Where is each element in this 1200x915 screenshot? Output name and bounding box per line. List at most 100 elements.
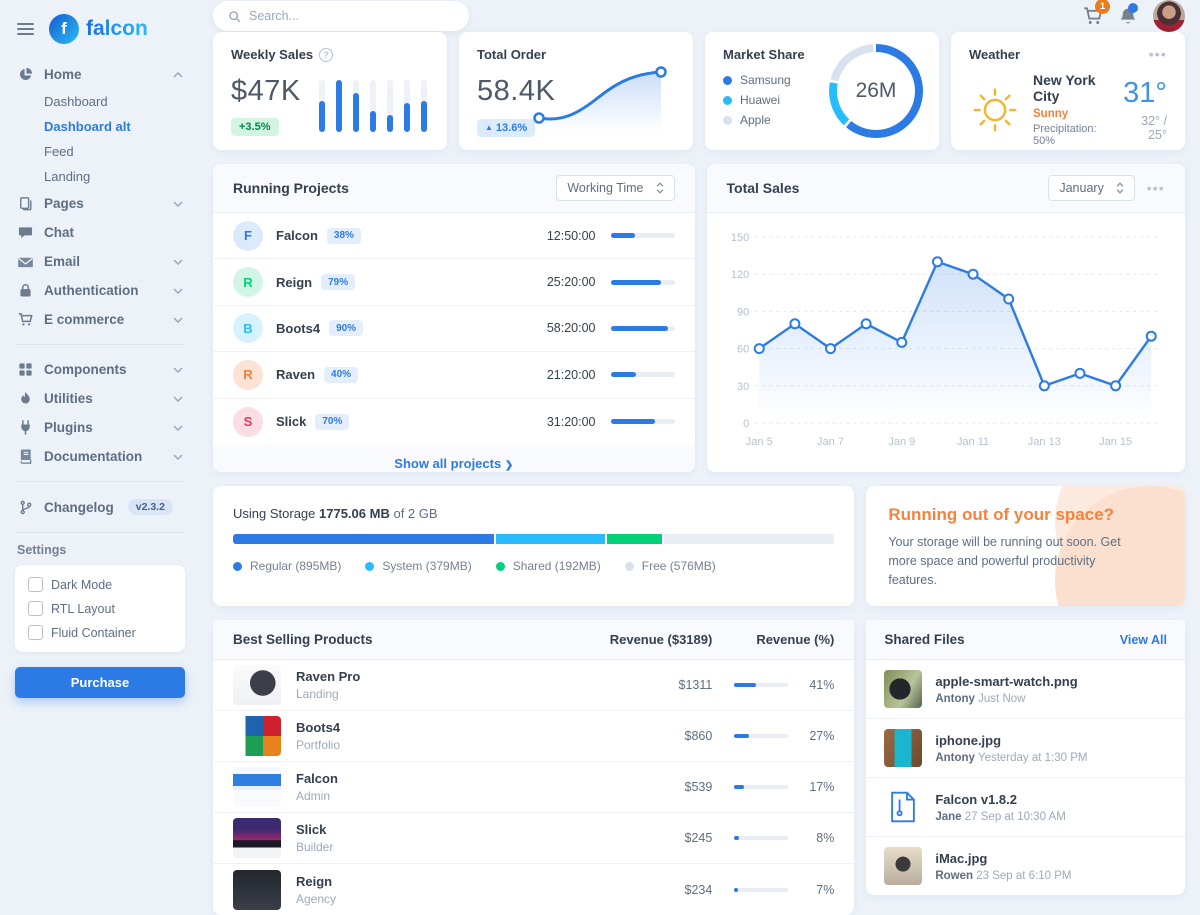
revenue-bar bbox=[734, 836, 789, 840]
sidebar-item-plugins[interactable]: Plugins bbox=[15, 413, 185, 442]
sidebar-item-utilities[interactable]: Utilities bbox=[15, 384, 185, 413]
more-icon[interactable]: ••• bbox=[1148, 47, 1167, 62]
project-rows: F Falcon 38% 12:50:00 R Reign 79% 25:20:… bbox=[213, 213, 695, 445]
mini-bar bbox=[370, 80, 376, 132]
sidebar-item-email[interactable]: Email bbox=[15, 247, 185, 276]
more-icon[interactable]: ••• bbox=[1146, 180, 1165, 196]
product-row: Raven Pro Landing $1311 41% bbox=[213, 660, 855, 711]
project-progress bbox=[610, 325, 675, 331]
purchase-button[interactable]: Purchase bbox=[15, 667, 185, 698]
search-input[interactable] bbox=[249, 9, 454, 23]
sort-arrows-icon bbox=[656, 182, 664, 194]
total-order-badge: ▲ 13.6% bbox=[477, 118, 536, 137]
svg-text:Jan 11: Jan 11 bbox=[956, 436, 988, 448]
svg-text:90: 90 bbox=[737, 306, 749, 318]
sidebar-item-authentication[interactable]: Authentication bbox=[15, 276, 185, 305]
view-all-link[interactable]: View All bbox=[1119, 632, 1167, 647]
file-thumbnail bbox=[884, 670, 923, 708]
lock-icon bbox=[17, 283, 34, 298]
email-icon bbox=[17, 255, 34, 269]
brand-logo[interactable]: f falcon bbox=[49, 14, 148, 44]
book-icon bbox=[17, 449, 34, 464]
storage-bar bbox=[233, 534, 835, 544]
legend-dot bbox=[624, 561, 634, 571]
rtl-layout-checkbox[interactable] bbox=[28, 601, 43, 616]
cart-button[interactable]: 1 bbox=[1083, 0, 1110, 26]
storage-segment bbox=[233, 534, 496, 544]
mini-bar bbox=[319, 80, 325, 132]
fluid-container-checkbox[interactable] bbox=[28, 625, 43, 640]
working-time-select[interactable]: Working Time bbox=[556, 175, 675, 201]
file-row: Falcon v1.8.2 Jane 27 Sep at 10:30 AM bbox=[866, 778, 1185, 837]
product-thumbnail bbox=[233, 767, 281, 807]
chevron-down-icon bbox=[173, 395, 183, 402]
chevron-down-icon bbox=[173, 258, 183, 265]
sidebar-item-home[interactable]: Home bbox=[15, 60, 185, 89]
file-row: iMac.jpg Rowen 23 Sep at 6:10 PM bbox=[866, 837, 1185, 895]
running-projects-card: Running Projects Working Time F Falcon 3… bbox=[213, 164, 695, 472]
dark-mode-checkbox[interactable] bbox=[28, 577, 43, 592]
sidebar-item-feed[interactable]: Feed bbox=[44, 144, 74, 159]
chevron-down-icon bbox=[173, 287, 183, 294]
market-share-legend: Samsung Huawei Apple bbox=[723, 73, 921, 127]
weekly-sales-badge: +3.5% bbox=[231, 118, 279, 136]
project-progress bbox=[610, 233, 675, 239]
caret-up-icon: ▲ bbox=[485, 123, 493, 132]
show-all-projects-link[interactable]: Show all projects ❯ bbox=[213, 444, 695, 472]
svg-text:Jan 9: Jan 9 bbox=[888, 436, 915, 448]
file-icon bbox=[884, 788, 922, 826]
file-thumbnail bbox=[884, 847, 923, 885]
chart-pie-icon bbox=[17, 67, 34, 82]
storage-legend: Regular (895MB) System (379MB) Shared (1… bbox=[233, 559, 834, 573]
sidebar-item-pages[interactable]: Pages bbox=[15, 189, 185, 218]
pages-icon bbox=[17, 196, 34, 211]
month-select[interactable]: January bbox=[1048, 175, 1135, 201]
total-order-sparkline bbox=[533, 66, 667, 132]
storage-segment bbox=[607, 534, 664, 544]
chevron-down-icon bbox=[173, 453, 183, 460]
svg-text:Jan 7: Jan 7 bbox=[817, 436, 844, 448]
mini-bar bbox=[387, 80, 393, 132]
sidebar-item-ecommerce[interactable]: E commerce bbox=[15, 305, 185, 334]
notifications-button[interactable] bbox=[1119, 2, 1138, 26]
search-icon bbox=[228, 10, 241, 23]
menu-toggle-icon[interactable] bbox=[15, 19, 36, 39]
weekly-sales-value: $47K bbox=[231, 75, 301, 107]
project-row: S Slick 70% 31:20:00 bbox=[213, 399, 695, 445]
storage-used: 1775.06 MB bbox=[319, 506, 390, 521]
sidebar-item-dashboard-alt[interactable]: Dashboard alt bbox=[44, 119, 131, 134]
settings-card: Dark Mode RTL Layout Fluid Container bbox=[15, 565, 185, 652]
product-thumbnail bbox=[233, 869, 281, 910]
file-row: iphone.jpg Antony Yesterday at 1:30 PM bbox=[866, 719, 1185, 778]
sidebar-item-changelog[interactable]: Changelog v2.3.2 bbox=[15, 492, 185, 522]
sidebar-item-chat[interactable]: Chat bbox=[15, 218, 185, 247]
storage-segment bbox=[495, 534, 608, 544]
version-badge: v2.3.2 bbox=[127, 499, 173, 515]
file-thumbnail bbox=[884, 729, 923, 767]
sidebar-item-landing[interactable]: Landing bbox=[44, 169, 91, 184]
legend-dot bbox=[233, 561, 242, 571]
chevron-down-icon bbox=[173, 200, 183, 207]
project-avatar: R bbox=[233, 359, 263, 390]
sidebar-item-components[interactable]: Components bbox=[15, 355, 185, 384]
project-row: R Raven 40% 21:20:00 bbox=[213, 352, 695, 399]
weather-range: 32° / 25° bbox=[1141, 114, 1167, 142]
sidebar-item-documentation[interactable]: Documentation bbox=[15, 442, 185, 471]
weekly-sales-bars bbox=[319, 80, 427, 132]
puzzle-icon bbox=[17, 362, 34, 377]
market-share-card: Market Share Samsung Huawei Apple 26M bbox=[705, 32, 939, 150]
topbar: 1 bbox=[213, 0, 1185, 32]
avatar[interactable] bbox=[1153, 0, 1185, 32]
project-row: R Reign 79% 25:20:00 bbox=[213, 259, 695, 306]
kpi-row: Weekly Sales ? $47K +3.5% Total Order 58… bbox=[213, 32, 1185, 150]
legend-dot bbox=[495, 561, 505, 571]
sidebar-item-dashboard[interactable]: Dashboard bbox=[44, 94, 108, 109]
rtl-layout-option: RTL Layout bbox=[28, 601, 172, 616]
market-share-total: 26M bbox=[855, 79, 897, 102]
fire-icon bbox=[17, 391, 34, 406]
shopping-cart-icon bbox=[17, 312, 34, 327]
svg-text:Jan 5: Jan 5 bbox=[745, 436, 772, 448]
upgrade-storage-link[interactable]: Upgrade storage ❯ bbox=[888, 604, 1163, 606]
project-progress bbox=[610, 279, 675, 285]
project-avatar: B bbox=[233, 313, 263, 344]
